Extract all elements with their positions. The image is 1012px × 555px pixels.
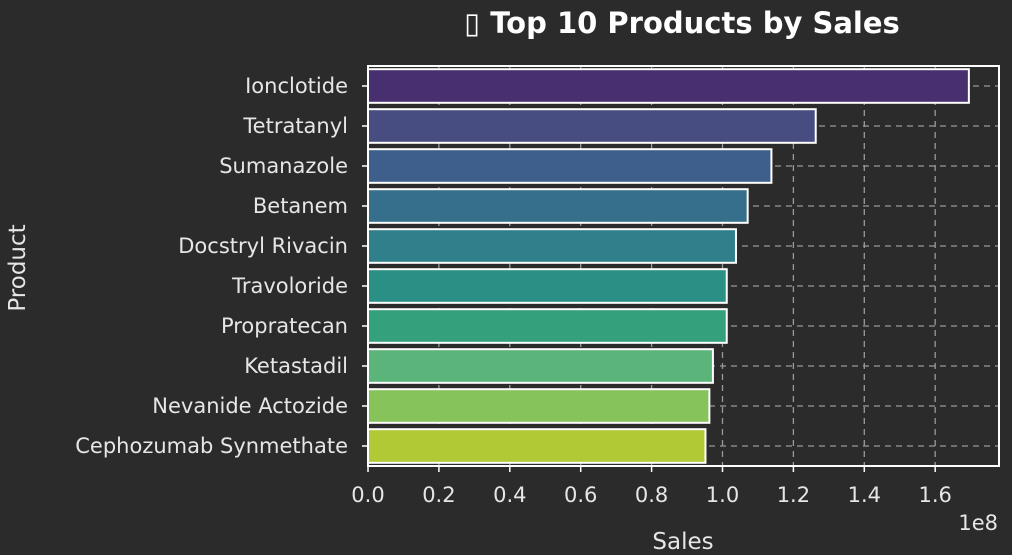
- bars: [367, 68, 970, 464]
- x-tick-label: 1.6: [918, 483, 951, 507]
- chart-title: ▯ Top 10 Products by Sales: [464, 6, 900, 40]
- x-tick-label: 0.8: [635, 483, 668, 507]
- bar: [367, 268, 728, 304]
- axis-offset-label: 1e8: [958, 511, 998, 535]
- y-tick-label: Nevanide Actozide: [152, 394, 348, 418]
- x-tick-label: 0.6: [564, 483, 597, 507]
- bar: [367, 68, 970, 104]
- y-tick-label: Ionclotide: [245, 74, 348, 98]
- bar: [367, 188, 749, 224]
- x-tick-label: 0.2: [422, 483, 455, 507]
- x-tick-label: 1.2: [777, 483, 810, 507]
- bar: [367, 228, 737, 264]
- plot-frame: [367, 65, 1000, 467]
- bar: [367, 428, 707, 464]
- y-tick-label: Propratecan: [221, 314, 348, 338]
- bar: [367, 388, 711, 424]
- x-tick-labels: 0.0 0.2 0.4 0.6 0.8 1.0 1.2 1.4 1.6: [351, 466, 952, 507]
- y-tick-labels: Ionclotide Tetratanyl Sumanazole Betanem Doc…: [75, 74, 368, 458]
- bar: [367, 348, 714, 384]
- x-tick-label: 0.4: [493, 483, 526, 507]
- y-tick-label: Travoloride: [231, 274, 348, 298]
- y-tick-label: Betanem: [253, 194, 348, 218]
- bar: [367, 108, 817, 144]
- x-tick-label: 0.0: [351, 483, 384, 507]
- bar: [367, 148, 773, 184]
- y-tick-label: Docstryl Rivacin: [178, 234, 348, 258]
- y-axis-label: Product: [5, 224, 31, 311]
- x-tick-label: 1.0: [706, 483, 739, 507]
- bar: [367, 308, 728, 344]
- y-tick-label: Tetratanyl: [242, 114, 348, 138]
- y-tick-label: Cephozumab Synmethate: [75, 434, 348, 458]
- x-axis-label: Sales: [652, 529, 713, 555]
- y-tick-label: Ketastadil: [244, 354, 348, 378]
- y-tick-label: Sumanazole: [219, 154, 348, 178]
- x-tick-label: 1.4: [848, 483, 881, 507]
